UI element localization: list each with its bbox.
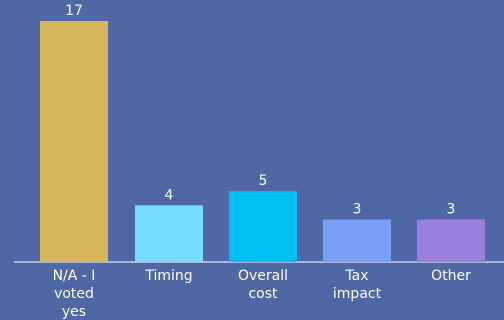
bar-2 bbox=[229, 191, 297, 262]
bars-group bbox=[40, 21, 485, 262]
category-label-2: Overall cost bbox=[238, 268, 288, 302]
category-labels-group: N/A - I voted yes Timing Overall cost Tax impac… bbox=[53, 268, 472, 320]
category-label-3-line-0: Tax bbox=[344, 268, 368, 284]
value-label-4: 3 bbox=[447, 201, 456, 217]
category-label-0-line-1: voted bbox=[54, 286, 94, 302]
category-label-0: N/A - I voted yes bbox=[53, 268, 96, 320]
value-labels-group: 17 4 5 3 3 bbox=[65, 3, 455, 217]
category-label-2-line-0: Overall bbox=[238, 268, 288, 284]
value-label-1: 4 bbox=[165, 187, 174, 203]
category-label-0-line-2: yes bbox=[62, 304, 86, 320]
category-label-3: Tax impact bbox=[333, 268, 382, 302]
value-label-2: 5 bbox=[259, 173, 268, 189]
category-label-4: Other bbox=[431, 268, 471, 284]
bar-0 bbox=[40, 21, 108, 262]
category-label-3-line-1: impact bbox=[333, 286, 382, 302]
bar-1 bbox=[135, 205, 203, 262]
value-label-3: 3 bbox=[353, 201, 362, 217]
category-label-1: Timing bbox=[144, 268, 192, 284]
bar-3 bbox=[323, 219, 391, 262]
bar-4 bbox=[417, 219, 485, 262]
value-label-0: 17 bbox=[65, 3, 83, 19]
category-label-1-line-0: Timing bbox=[144, 268, 192, 284]
category-label-2-line-1: cost bbox=[248, 286, 278, 302]
category-label-4-line-0: Other bbox=[431, 268, 471, 284]
category-label-0-line-0: N/A - I bbox=[53, 268, 96, 284]
